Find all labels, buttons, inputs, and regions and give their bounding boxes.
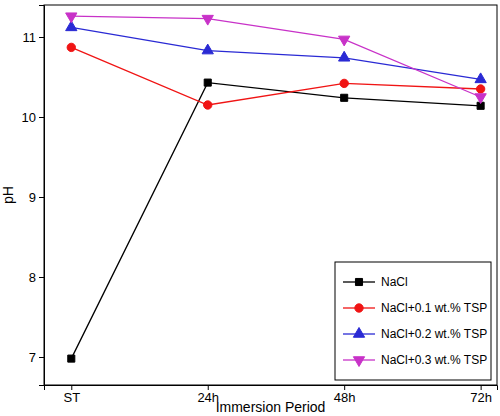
x-axis-line — [45, 386, 498, 391]
chart: 7891011ST24h48h72hNaClNaCl+0.1 wt.% TSPN… — [0, 0, 500, 416]
y-tick: 9 — [29, 190, 44, 205]
y-tick: 10 — [22, 110, 44, 125]
y-tick: 11 — [23, 30, 45, 45]
legend-marker — [355, 278, 362, 285]
y-tick-mark — [39, 357, 44, 358]
legend-box — [335, 262, 491, 380]
y-tick-label: 7 — [29, 350, 36, 365]
series-marker — [475, 73, 486, 83]
y-tick: 7 — [29, 350, 44, 365]
series-line — [71, 47, 480, 105]
legend-label: NaCl+0.2 wt.% TSP — [381, 327, 487, 341]
y-axis-title: pH — [0, 186, 16, 204]
series-marker — [476, 85, 484, 93]
series-marker — [339, 51, 350, 61]
series-line — [71, 16, 480, 97]
y-tick-label: 8 — [29, 270, 36, 285]
legend-marker — [353, 357, 364, 367]
legend-marker — [355, 304, 363, 312]
y-tick-mark — [39, 197, 44, 198]
y-axis-line — [39, 6, 45, 386]
y-tick-mark — [39, 117, 44, 118]
series-marker — [202, 15, 213, 25]
series-marker — [339, 36, 350, 46]
y-tick-label: 11 — [23, 30, 37, 45]
series-marker — [202, 44, 213, 54]
series-group — [66, 13, 487, 362]
x-axis-title: Immersion Period — [216, 399, 326, 415]
series-marker — [204, 101, 212, 109]
series-marker — [340, 79, 348, 87]
series-marker — [475, 94, 486, 104]
y-tick-label: 10 — [22, 110, 36, 125]
y-axis: 7 8 9 10 11 — [22, 6, 45, 386]
x-tick: 72h — [470, 385, 492, 405]
legend-label: NaCl+0.1 wt.% TSP — [381, 301, 487, 315]
legend-entry: NaCl — [343, 275, 408, 289]
y-tick-mark — [39, 37, 44, 38]
legend-label: NaCl — [381, 275, 408, 289]
legend-label: NaCl+0.3 wt.% TSP — [381, 353, 487, 367]
x-tick: 48h — [334, 385, 356, 405]
y-tick-mark — [39, 277, 44, 278]
series-marker — [66, 13, 77, 23]
series-marker — [204, 79, 211, 86]
x-tick-label: 72h — [470, 390, 492, 405]
x-tick-label: 48h — [334, 390, 356, 405]
legend-marker — [353, 327, 364, 337]
plot-frame — [44, 5, 497, 385]
series-marker — [341, 94, 348, 101]
y-tick-label: 9 — [29, 190, 36, 205]
legend: NaCl NaCl+0.1 wt.% TSP NaCl+0.2 wt.% TSP Na… — [335, 262, 491, 380]
legend-entry: NaCl+0.3 wt.% TSP — [343, 353, 487, 367]
series-marker — [68, 355, 75, 362]
legend-entry: NaCl+0.2 wt.% TSP — [343, 327, 487, 341]
y-tick: 8 — [29, 270, 44, 285]
legend-entry: NaCl+0.1 wt.% TSP — [343, 301, 487, 315]
series-marker — [67, 43, 75, 51]
x-tick-label: ST — [63, 390, 80, 405]
plot: 7891011ST24h48h72hNaClNaCl+0.1 wt.% TSPN… — [22, 5, 498, 405]
x-tick: ST — [63, 385, 80, 405]
